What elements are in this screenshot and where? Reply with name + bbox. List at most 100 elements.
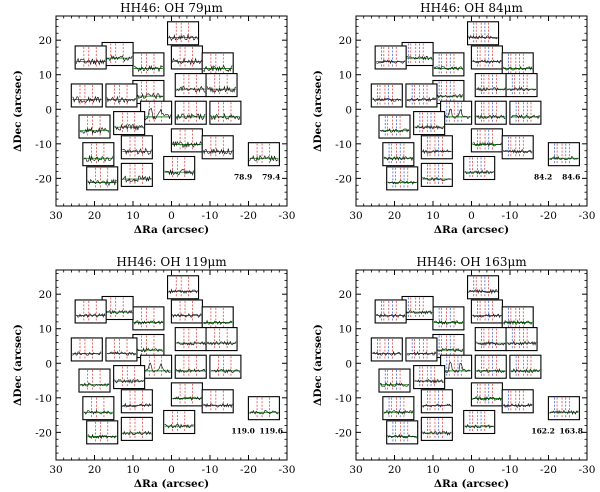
y-tick-label: -10: [35, 139, 52, 151]
spectrum-trace: [510, 114, 541, 120]
spaxel-frame: [201, 306, 234, 331]
spaxel-spectrum: [463, 409, 496, 435]
x-tick-label: -20: [540, 464, 557, 476]
spaxel-spectrum: [247, 142, 280, 167]
y-tick-label: 0: [345, 104, 352, 116]
spectrum-trace: [406, 350, 437, 356]
y-tick-label: -10: [335, 393, 352, 405]
spectrum-trace: [383, 409, 414, 416]
spectrum-trace: [102, 54, 133, 62]
spaxel-frame: [74, 45, 107, 70]
spaxel-frame: [132, 52, 165, 77]
spaxel-spectrum: [420, 162, 453, 187]
spectrum-trace: [206, 340, 237, 346]
spaxel-spectrum: [163, 155, 196, 181]
panel-3: HH46: OH 119μm 30 20 10 0 -10 -20 -30 20 10 0 -10 -2…: [12, 255, 295, 490]
spaxel-spectrum: [120, 135, 153, 160]
x-tick-label: 30: [349, 210, 362, 222]
y-tick-label: -20: [335, 173, 352, 185]
spectrum-trace: [372, 97, 402, 102]
x-tick-label: 0: [168, 210, 175, 222]
title-value: 119: [185, 255, 208, 269]
spaxel-frame: [420, 389, 453, 414]
spaxel-frame: [170, 45, 203, 70]
x-tick-label: 10: [426, 210, 439, 222]
title-prefix: HH46: OH: [416, 255, 484, 269]
x-tick-label: 10: [126, 210, 139, 222]
spectrum-trace: [72, 95, 102, 104]
y-tick-label: 0: [345, 358, 352, 370]
spectrum-trace: [87, 433, 117, 440]
spaxel-spectrum: [466, 21, 500, 46]
spaxel-frame: [401, 295, 434, 321]
spectrum-trace: [175, 368, 206, 374]
spaxel-frame: [432, 306, 465, 331]
spaxel-spectrum: [370, 337, 403, 362]
spectrum-trace: [549, 155, 579, 161]
spaxel-spectrum: [547, 396, 580, 421]
spaxel-spectrum: [113, 365, 146, 390]
spectrum-trace: [202, 148, 233, 155]
spaxel-spectrum: [466, 275, 500, 300]
spaxel-frame: [163, 155, 196, 181]
spaxel-frame: [174, 327, 207, 352]
spectrum-trace: [468, 34, 498, 40]
spaxel-frame: [378, 368, 411, 393]
spectrum-trace: [433, 66, 464, 71]
x-tick-label: 0: [468, 210, 475, 222]
y-axis-label: ΔDec (arcsec): [312, 324, 324, 406]
title-value: 79: [188, 1, 203, 15]
title-prefix: HH46: OH: [120, 1, 188, 15]
spaxel-spectrum: [470, 45, 503, 70]
y-tick-label: 10: [39, 324, 52, 336]
spaxel-spectrum: [474, 73, 507, 98]
spectrum-trace: [83, 409, 113, 415]
spaxel-spectrum: [440, 354, 473, 379]
spectrum-trace: [172, 140, 202, 149]
spaxel-frame: [374, 45, 407, 70]
spaxel-frame: [101, 41, 134, 67]
spaxel-spectrum: [201, 306, 234, 331]
spaxel-frame: [140, 100, 173, 125]
spaxel-frame: [386, 420, 419, 445]
spaxel-frame: [432, 333, 465, 359]
spaxel-spectrum: [120, 162, 153, 187]
spectrum-trace: [476, 114, 506, 120]
spectrum-trace: [133, 64, 164, 73]
panel-4: HH46: OH 163μm 30 20 10 0 -10 -20 -30 20 10 0 -10 -2…: [312, 255, 595, 490]
x-tick-label: 20: [388, 464, 401, 476]
spaxel-frame: [463, 409, 496, 435]
spaxel-spectrum: [501, 135, 534, 160]
spaxel-spectrum: [170, 382, 203, 407]
spaxel-spectrum: [432, 306, 465, 331]
x-tick-label: 30: [49, 210, 62, 222]
spaxel-spectrum: [132, 52, 165, 77]
spaxel-spectrum: [132, 333, 165, 359]
spaxel-spectrum: [174, 327, 207, 352]
y-tick-label: -20: [35, 173, 52, 185]
wavelength-label-left: 78.9: [234, 172, 252, 181]
spectrum-trace: [72, 351, 102, 356]
spaxel-spectrum: [174, 100, 207, 125]
spaxel-spectrum: [86, 420, 119, 445]
spaxel-frame: [505, 73, 538, 98]
wavelength-label-left: 84.2: [534, 172, 552, 181]
spectrum-trace: [476, 86, 506, 92]
spaxel-frame: [466, 21, 500, 46]
spectrum-trace: [441, 108, 471, 119]
spaxel-spectrum: [78, 368, 111, 393]
title-unit: μm: [204, 1, 224, 15]
spectrum-trace: [502, 319, 533, 326]
spaxel-frame: [474, 327, 507, 352]
x-tick-label: 0: [468, 464, 475, 476]
spaxel-spectrum: [170, 45, 203, 70]
spaxel-frame: [167, 275, 200, 300]
spaxel-spectrum: [205, 73, 238, 98]
spaxel-frame: [78, 368, 111, 393]
spaxel-spectrum: [509, 100, 542, 125]
spaxel-frame: [105, 337, 138, 362]
spaxel-frame: [140, 354, 173, 379]
spectrum-trace: [79, 126, 110, 135]
spectrum-trace: [133, 347, 164, 353]
spaxel-spectrum: [401, 295, 434, 321]
